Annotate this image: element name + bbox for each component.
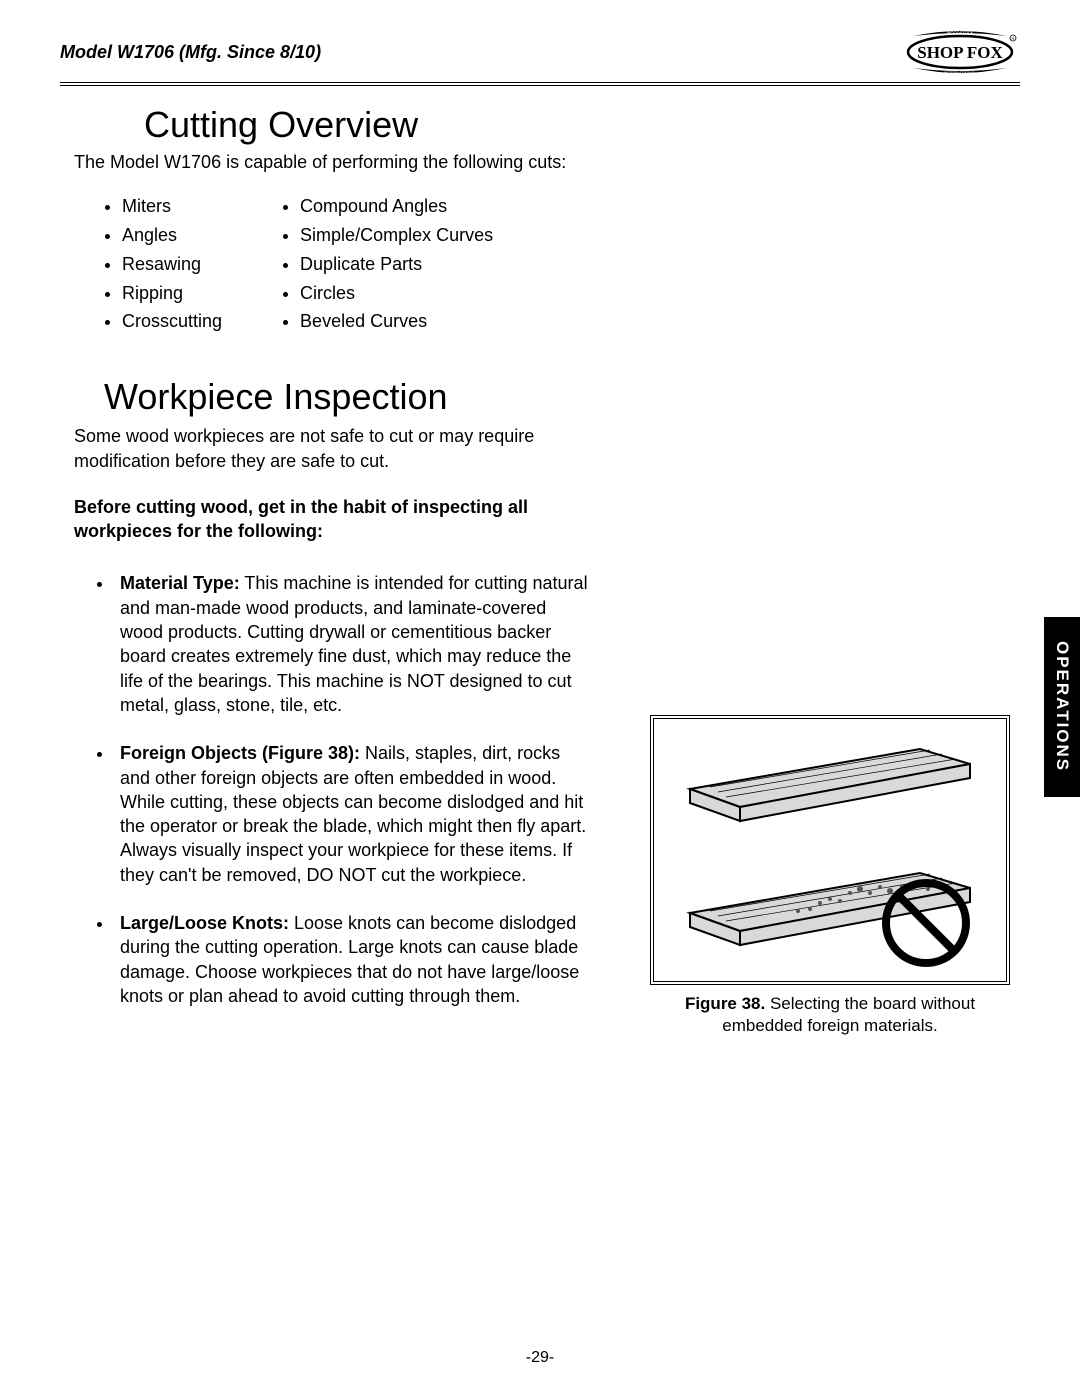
cut-item: Beveled Curves [300, 307, 493, 336]
clean-board-icon [670, 729, 990, 829]
cutting-overview-heading: Cutting Overview [144, 104, 594, 146]
cut-item: Angles [122, 221, 222, 250]
figure-label: Figure 38. [685, 994, 765, 1013]
prohibit-icon [880, 877, 972, 969]
inspection-item-label: Foreign Objects (Figure 38): [120, 743, 360, 763]
cut-item: Simple/Complex Curves [300, 221, 493, 250]
inspection-item-label: Large/Loose Knots: [120, 913, 289, 933]
cuts-col-1: Miters Angles Resawing Ripping Crosscutt… [104, 192, 222, 336]
svg-text:SHOP FOX: SHOP FOX [917, 43, 1003, 62]
cut-item: Compound Angles [300, 192, 493, 221]
cut-item: Circles [300, 279, 493, 308]
inspection-intro: Some wood workpieces are not safe to cut… [74, 424, 594, 473]
main-content: Cutting Overview The Model W1706 is capa… [74, 104, 594, 1008]
figure-38: Figure 38. Selecting the board without e… [650, 715, 1010, 1037]
header-rule [60, 82, 1020, 86]
inspection-item-text: This machine is intended for cutting nat… [120, 573, 588, 714]
page-number: -29- [0, 1349, 1080, 1367]
workpiece-inspection-heading: Workpiece Inspection [104, 376, 594, 418]
model-label: Model W1706 (Mfg. Since 8/10) [60, 42, 321, 63]
cut-item: Crosscutting [122, 307, 222, 336]
figure-caption: Figure 38. Selecting the board without e… [650, 993, 1010, 1037]
inspection-item: Foreign Objects (Figure 38): Nails, stap… [114, 741, 594, 887]
cut-item: Ripping [122, 279, 222, 308]
cutting-intro: The Model W1706 is capable of performing… [74, 150, 594, 174]
shop-fox-logo: SHOP FOX WOODSTOCK INTERNATIONAL R [900, 28, 1020, 76]
svg-text:R: R [1012, 36, 1015, 41]
figure-box [650, 715, 1010, 985]
svg-text:INTERNATIONAL: INTERNATIONAL [944, 70, 976, 75]
page-header: Model W1706 (Mfg. Since 8/10) SHOP FOX W… [60, 28, 1020, 76]
cut-item: Duplicate Parts [300, 250, 493, 279]
svg-text:WOODSTOCK: WOODSTOCK [947, 30, 974, 35]
inspection-item: Large/Loose Knots: Loose knots can becom… [114, 911, 594, 1008]
inspection-item-text: Nails, staples, dirt, rocks and other fo… [120, 743, 586, 884]
inspection-item: Material Type: This machine is intended … [114, 571, 594, 717]
cut-item: Miters [122, 192, 222, 221]
cuts-columns: Miters Angles Resawing Ripping Crosscutt… [104, 192, 594, 336]
inspection-list: Material Type: This machine is intended … [74, 571, 594, 1008]
operations-tab: OPERATIONS [1044, 617, 1080, 797]
dirty-board-wrap [670, 843, 990, 963]
cut-item: Resawing [122, 250, 222, 279]
cuts-col-2: Compound Angles Simple/Complex Curves Du… [282, 192, 493, 336]
inspection-item-label: Material Type: [120, 573, 240, 593]
inspection-bold-intro: Before cutting wood, get in the habit of… [74, 495, 594, 544]
operations-tab-label: OPERATIONS [1052, 641, 1072, 772]
